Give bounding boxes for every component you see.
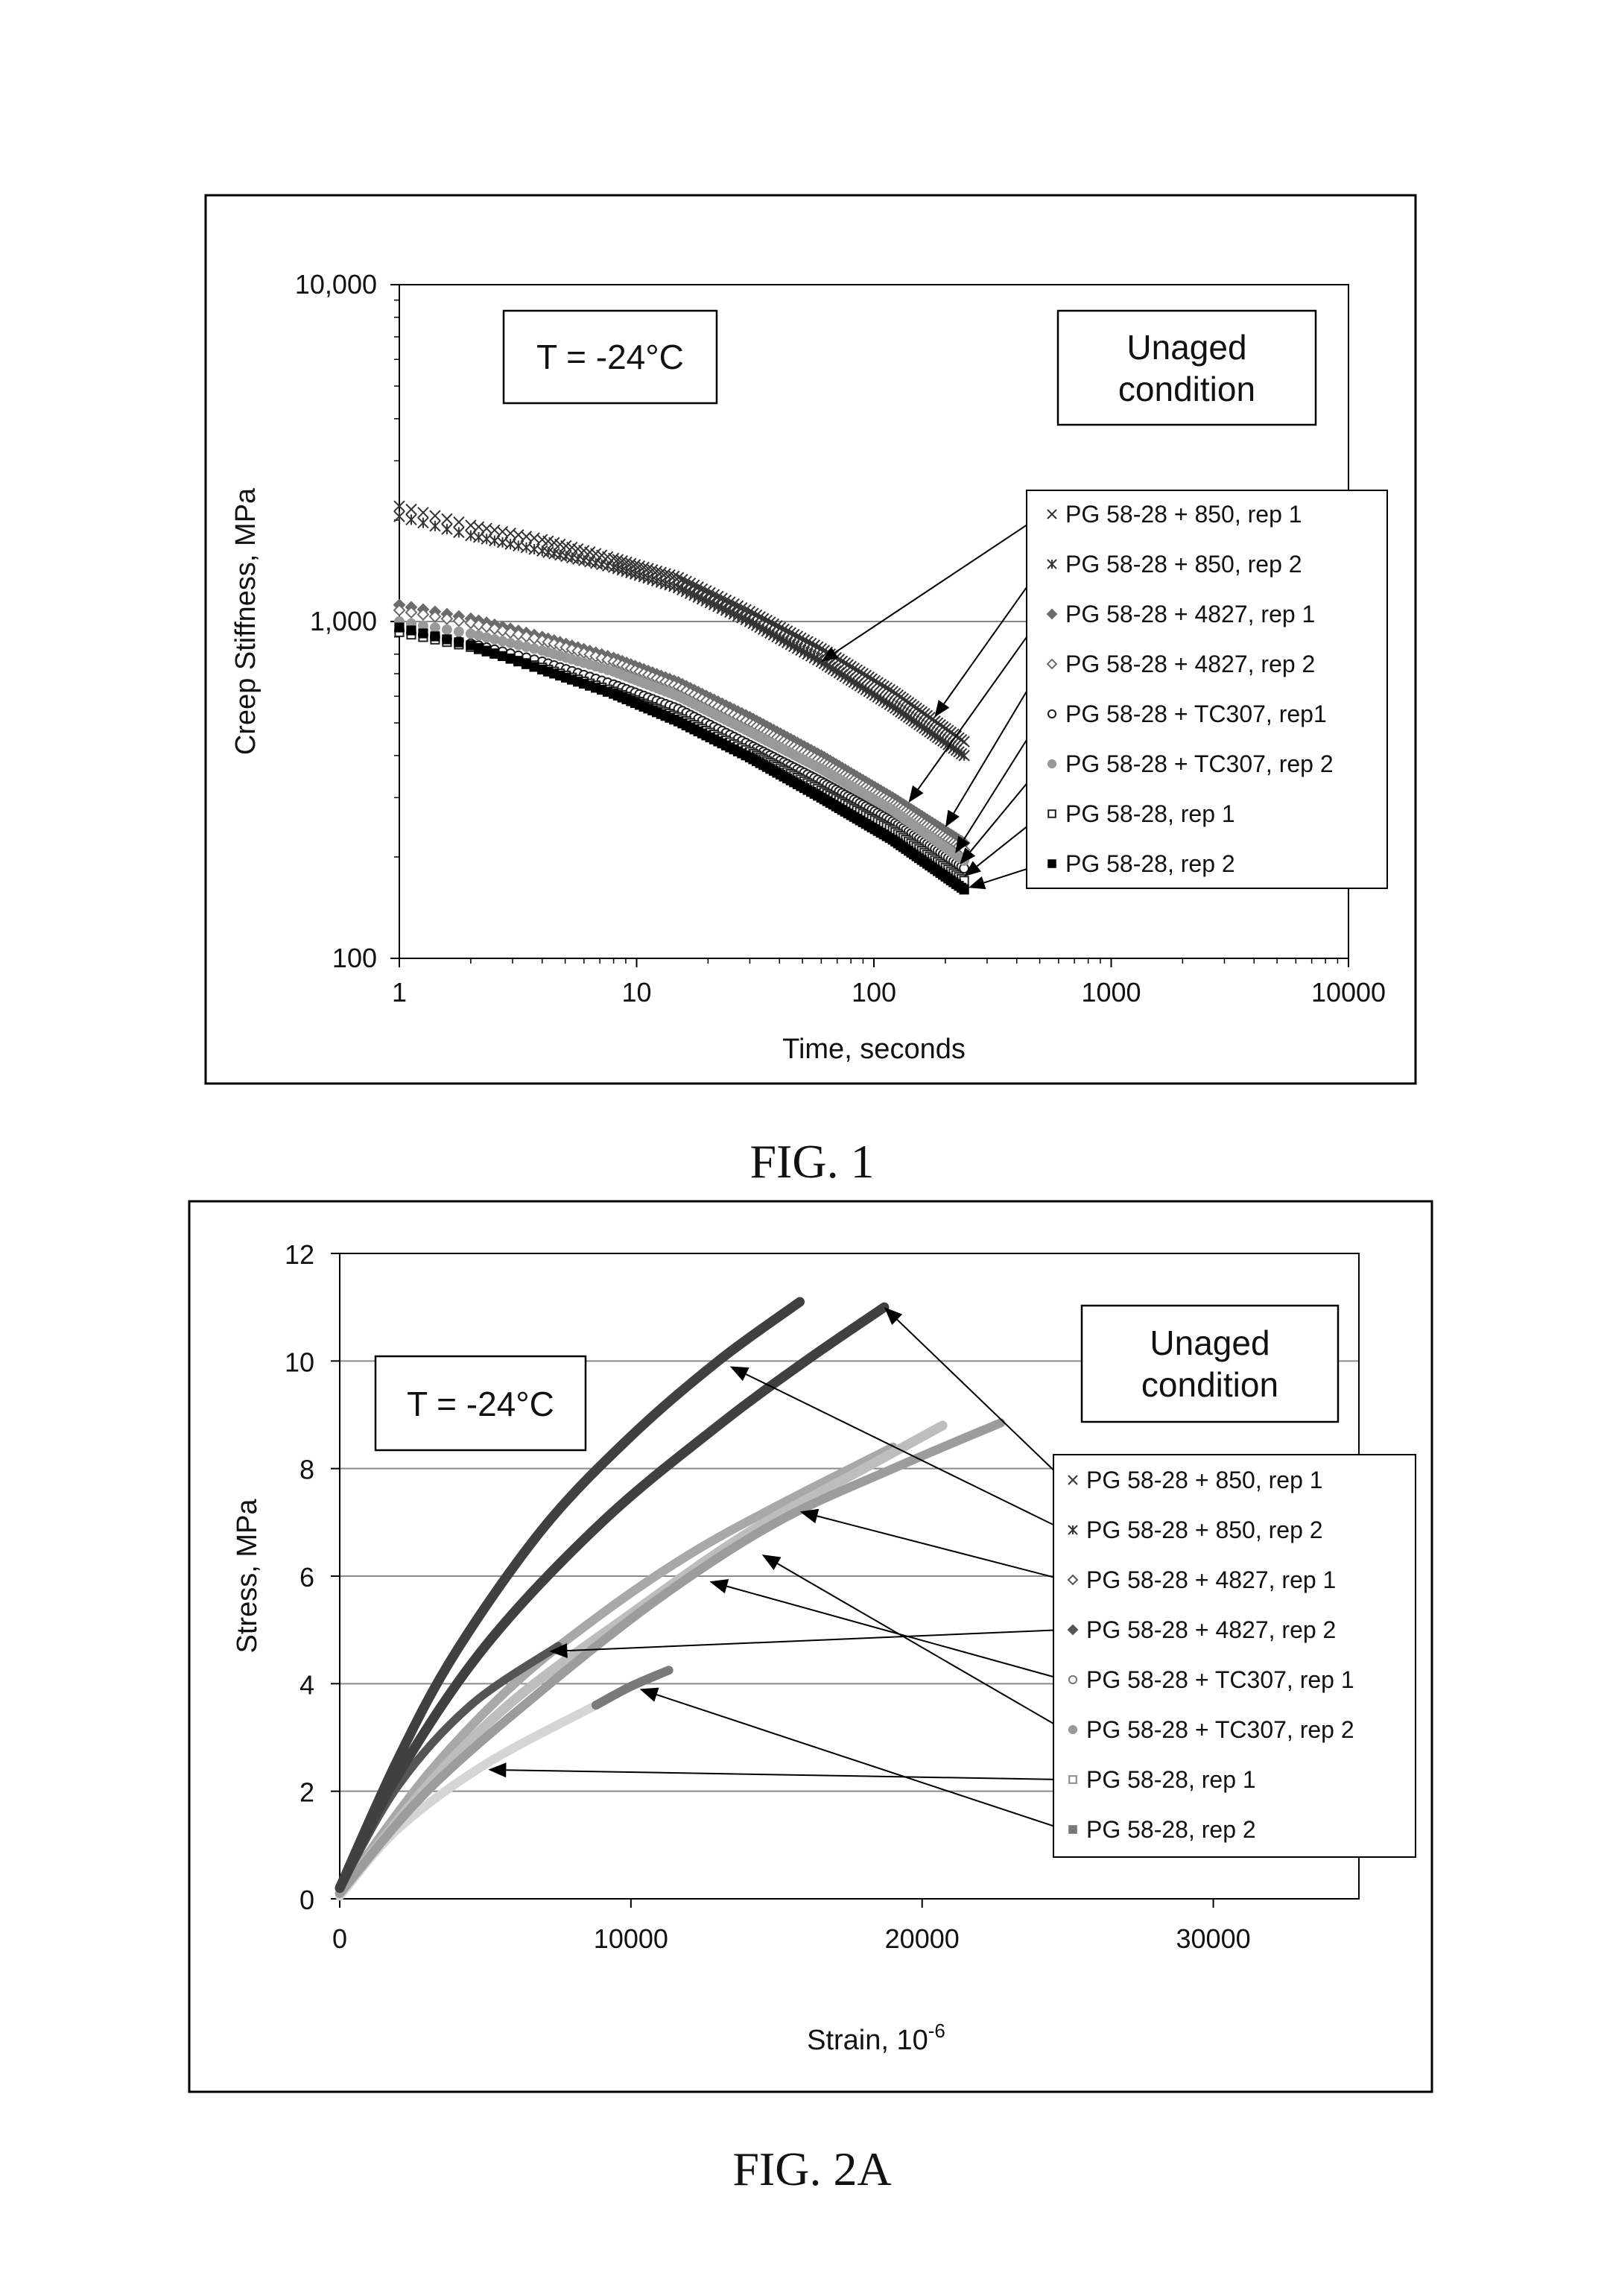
fig1-legend-label: PG 58-28 + 4827, rep 2	[1065, 651, 1315, 677]
fig1-data-point	[498, 652, 507, 660]
fig1-legend-marker	[1048, 760, 1056, 768]
fig1-caption: FIG. 1	[749, 1135, 874, 1188]
fig1-data-point	[454, 638, 463, 646]
fig1-y-axis-title: Creep Stiffness, MPa	[230, 487, 262, 755]
fig2a-x-axis-title-base: Strain, 10	[807, 2025, 928, 2056]
fig1-condition-label-line2: condition	[1118, 370, 1255, 408]
fig1-y-tick-label: 1,000	[310, 606, 377, 636]
fig2a-y-tick-label: 0	[299, 1885, 314, 1915]
fig1-x-tick-label: 100	[852, 977, 896, 1008]
fig1-condition-label-line1: Unaged	[1126, 328, 1246, 367]
fig2a-legend-marker	[1069, 1726, 1077, 1733]
fig2a-caption: FIG. 2A	[732, 2142, 891, 2195]
fig1-data-point	[507, 654, 515, 662]
fig2a-legend-label: PG 58-28 + TC307, rep 1	[1086, 1666, 1354, 1693]
fig1-data-point	[466, 641, 475, 649]
fig2a-legend-label: PG 58-28 + 850, rep 1	[1086, 1467, 1323, 1493]
fig2a-legend-marker	[1069, 1676, 1077, 1683]
fig1-legend-label: PG 58-28 + 850, rep 1	[1065, 501, 1302, 528]
fig1-x-axis-title: Time, seconds	[782, 1034, 966, 1065]
fig1-x-tick-label: 10000	[1311, 977, 1386, 1008]
fig1-temperature-label: T = -24°C	[536, 338, 684, 376]
fig1-legend-label: PG 58-28 + 4827, rep 1	[1065, 601, 1315, 627]
fig1-data-point	[443, 625, 451, 634]
fig1-legend-label: PG 58-28, rep 1	[1065, 800, 1235, 827]
fig2a-legend-label: PG 58-28, rep 2	[1086, 1816, 1256, 1843]
fig1-y-tick-label: 10,000	[295, 269, 377, 300]
fig2a-x-tick-label: 30000	[1176, 1923, 1251, 1954]
fig1-x-tick-label: 10	[621, 977, 651, 1008]
fig1-data-point	[419, 629, 427, 637]
fig1-legend-label: PG 58-28 + TC307, rep1	[1065, 700, 1327, 727]
fig2a-condition-label-line2: condition	[1141, 1365, 1278, 1404]
fig1-y-tick-label: 100	[332, 943, 377, 973]
fig1-data-point	[490, 649, 498, 657]
fig2a-x-axis-title-exponent: -6	[928, 2020, 945, 2042]
fig2a-legend-label: PG 58-28 + TC307, rep 2	[1086, 1716, 1354, 1743]
fig1-data-point	[395, 623, 403, 631]
fig2a-condition-label-line1: Unaged	[1150, 1323, 1270, 1362]
fig1-data-point	[514, 657, 522, 665]
fig1-legend-marker	[1048, 710, 1056, 718]
fig2a-x-axis-title: Strain, 10-6	[807, 2020, 945, 2056]
fig1-data-point	[475, 644, 483, 652]
fig2a-legend-label: PG 58-28 + 850, rep 2	[1086, 1517, 1323, 1543]
fig2a-panel: 0 2 4 6 8 10 12 0 10000 20000 30000 Strain, 10-6 S…	[189, 1201, 1432, 2195]
fig2a-legend	[1053, 1455, 1416, 1857]
fig2a-legend-label: PG 58-28 + 4827, rep 2	[1086, 1616, 1336, 1643]
fig2a-y-tick-label: 6	[299, 1562, 314, 1593]
fig1-data-point	[483, 647, 491, 655]
figure-sheet: 1101001000100001001,00010,000 Time, seco…	[0, 0, 1607, 2296]
fig2a-legend-label: PG 58-28, rep 1	[1086, 1766, 1256, 1793]
fig1-legend-label: PG 58-28 + 850, rep 2	[1065, 551, 1302, 578]
fig2a-y-axis-title: Stress, MPa	[232, 1499, 263, 1654]
fig1-data-point	[407, 626, 415, 634]
fig1-data-point	[530, 662, 539, 671]
fig1-data-point	[522, 660, 530, 668]
fig1-data-point	[431, 623, 440, 632]
fig2a-y-tick-label: 4	[299, 1669, 314, 1700]
fig1-data-point	[960, 885, 968, 894]
fig2a-temperature-label: T = -24°C	[407, 1385, 554, 1423]
fig2a-legend-marker	[1069, 1776, 1077, 1783]
fig2a-x-tick-label: 10000	[594, 1923, 668, 1954]
fig2a-y-tick-label: 10	[285, 1347, 314, 1377]
fig2a-x-tick-label: 0	[332, 1923, 347, 1954]
fig1-legend-marker	[1048, 860, 1056, 867]
fig1-legend-label: PG 58-28 + TC307, rep 2	[1065, 750, 1334, 777]
fig1-panel: 1 10 100 1000 10000 100 1,000 10,000 Time, seco…	[206, 195, 1416, 1188]
fig2a-y-tick-label: 12	[285, 1239, 314, 1270]
fig2a-legend-label: PG 58-28 + 4827, rep 1	[1086, 1566, 1336, 1593]
fig2a-x-tick-label: 20000	[885, 1923, 960, 1954]
fig2a-y-tick-label: 8	[299, 1455, 314, 1485]
fig2a-legend-marker	[1069, 1826, 1077, 1833]
fig1-legend-marker	[1048, 810, 1056, 817]
fig2a-y-tick-label: 2	[299, 1777, 314, 1808]
fig1-data-point	[454, 627, 463, 636]
fig1-x-tick-label: 1	[392, 977, 407, 1008]
fig1-data-point	[431, 632, 439, 640]
fig1-data-point	[443, 635, 451, 643]
fig1-x-tick-label: 1000	[1081, 977, 1141, 1008]
fig1-legend-label: PG 58-28, rep 2	[1065, 850, 1235, 877]
